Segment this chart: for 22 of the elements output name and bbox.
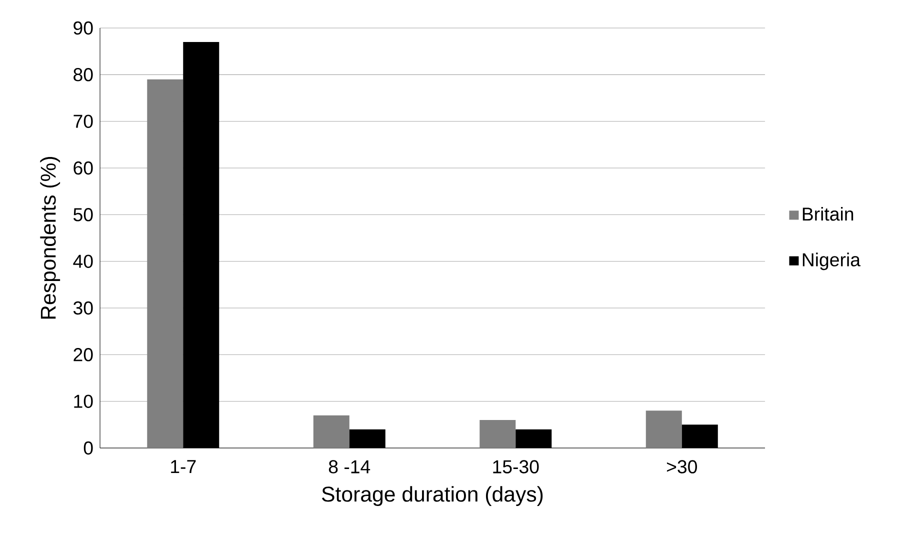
y-tick-label: 30 [73,301,93,315]
y-tick-label: 40 [73,254,93,268]
y-tick-label: 20 [74,348,93,362]
y-tick-label: 0 [84,441,93,455]
y-tick-label: 50 [74,208,93,222]
y-tick-label: 80 [74,68,93,82]
legend-label: Britain [802,207,854,221]
bar [313,415,350,448]
x-tick-label: >30 [666,460,697,474]
x-axis-title: Storage duration (days) [322,486,543,506]
x-tick-label: 15-30 [493,460,539,474]
x-tick-label: 1-7 [171,460,196,474]
legend-label: Nigeria [802,252,861,270]
y-tick-label: 60 [74,161,93,175]
y-tick-label: 10 [74,394,93,408]
x-tick-label: 8 -14 [328,460,370,474]
bar [646,410,682,448]
y-tick-label: 90 [74,21,93,35]
bar [147,79,184,448]
y-tick-label: 70 [74,114,93,128]
bar [480,420,516,448]
y-axis-title: Respondents (%) [40,156,60,319]
